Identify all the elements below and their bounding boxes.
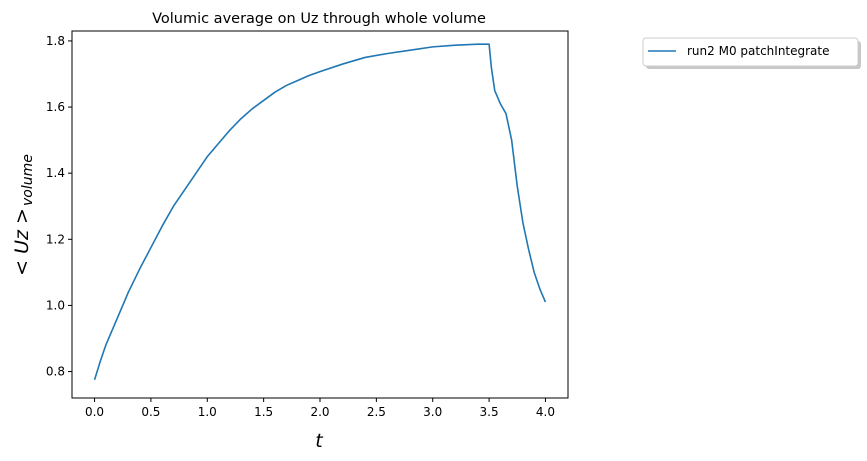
x-axis: 0.0 0.5 1.0 1.5 2.0 2.5 3.0 3.5 4.0 (85, 398, 555, 419)
x-tick-label: 0.0 (85, 405, 104, 419)
y-tick-label: 1.4 (46, 166, 65, 180)
legend: run2 M0 patchIntegrate (642, 37, 861, 69)
x-tick-label: 3.5 (480, 405, 499, 419)
y-tick-label: 1.0 (46, 298, 65, 312)
y-axis-label-subscript: volume (20, 154, 36, 206)
axes-frame (71, 30, 569, 399)
y-axis-label: < Uz > volume (11, 154, 36, 276)
legend-box (642, 37, 859, 67)
series-layer (93, 43, 547, 381)
x-tick-label: 2.5 (367, 405, 386, 419)
y-axis: 0.8 1.0 1.2 1.4 1.6 1.8 (46, 34, 72, 379)
x-tick-label: 2.0 (310, 405, 329, 419)
plot-area (71, 30, 569, 399)
x-tick-label: 4.0 (536, 405, 555, 419)
x-axis-label: t (315, 430, 324, 452)
series-line-1 (93, 43, 547, 381)
legend-label-series-1: run2 M0 patchIntegrate (687, 44, 830, 58)
x-tick-label: 3.0 (423, 405, 442, 419)
x-tick-label: 0.5 (141, 405, 160, 419)
y-tick-label: 0.8 (46, 365, 65, 379)
y-axis-label-main: < Uz > (11, 208, 33, 276)
x-tick-label: 1.5 (254, 405, 273, 419)
y-tick-label: 1.2 (46, 232, 65, 246)
y-tick-label: 1.6 (46, 100, 65, 114)
y-tick-label: 1.8 (46, 34, 65, 48)
chart-title: Volumic average on Uz through whole volu… (152, 11, 486, 27)
x-tick-label: 1.0 (198, 405, 217, 419)
